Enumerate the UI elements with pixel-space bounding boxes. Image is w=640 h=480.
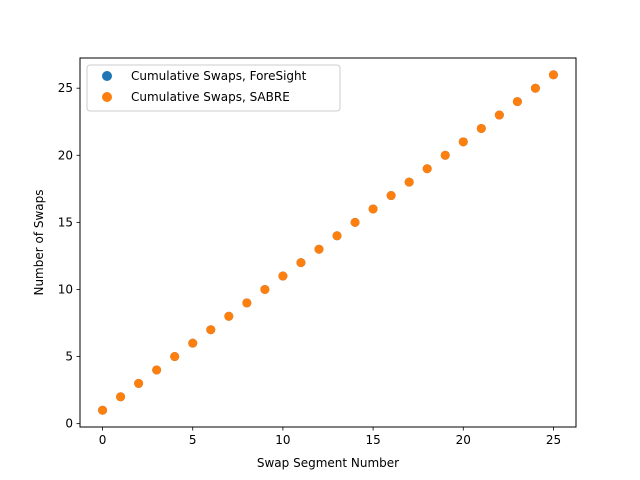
point-sabre — [314, 244, 324, 254]
x-axis-label: Swap Segment Number — [257, 456, 399, 470]
point-sabre — [188, 338, 198, 348]
point-sabre — [404, 177, 414, 187]
point-sabre — [386, 191, 396, 201]
x-tick-label: 0 — [99, 433, 107, 447]
legend-box — [86, 64, 341, 112]
point-sabre — [134, 378, 144, 388]
x-tick-label: 25 — [546, 433, 561, 447]
point-sabre — [278, 271, 288, 281]
point-sabre — [170, 352, 180, 362]
y-tick-label: 0 — [65, 417, 73, 431]
legend-label-foresight: Cumulative Swaps, ForeSight — [131, 69, 307, 83]
x-tick-label: 20 — [456, 433, 471, 447]
point-sabre — [206, 325, 216, 335]
x-tick-label: 10 — [275, 433, 290, 447]
point-sabre — [224, 311, 234, 321]
y-tick-label: 15 — [58, 215, 73, 229]
point-sabre — [152, 365, 162, 375]
legend-marker-sabre — [102, 92, 112, 102]
point-sabre — [260, 284, 270, 294]
point-sabre — [332, 231, 342, 241]
point-sabre — [530, 83, 540, 93]
y-tick-label: 5 — [65, 350, 73, 364]
point-sabre — [296, 258, 306, 268]
point-sabre — [242, 298, 252, 308]
x-tick-label: 15 — [365, 433, 380, 447]
legend-marker-foresight — [102, 71, 112, 81]
y-tick-label: 20 — [58, 148, 73, 162]
point-sabre — [494, 110, 504, 120]
x-axis-ticks: 0 5 10 15 20 25 — [99, 427, 561, 447]
y-axis-label: Number of Swaps — [32, 189, 46, 295]
point-sabre — [512, 97, 522, 107]
point-sabre — [350, 217, 360, 227]
data-points — [98, 70, 558, 415]
point-sabre — [440, 150, 450, 160]
point-sabre — [476, 123, 486, 133]
y-tick-label: 25 — [58, 81, 73, 95]
x-tick-label: 5 — [189, 433, 197, 447]
y-tick-label: 10 — [58, 282, 73, 296]
plot-area — [80, 58, 576, 427]
point-sabre — [98, 405, 108, 415]
point-sabre — [548, 70, 558, 80]
plot-frame — [79, 57, 577, 428]
legend: Cumulative Swaps, ForeSight Cumulative S… — [86, 64, 341, 112]
point-sabre — [422, 164, 432, 174]
legend-label-sabre: Cumulative Swaps, SABRE — [131, 90, 290, 104]
point-sabre — [368, 204, 378, 214]
y-axis-ticks: 0 5 10 15 20 25 — [58, 81, 80, 431]
point-sabre — [116, 392, 126, 402]
point-sabre — [458, 137, 468, 147]
